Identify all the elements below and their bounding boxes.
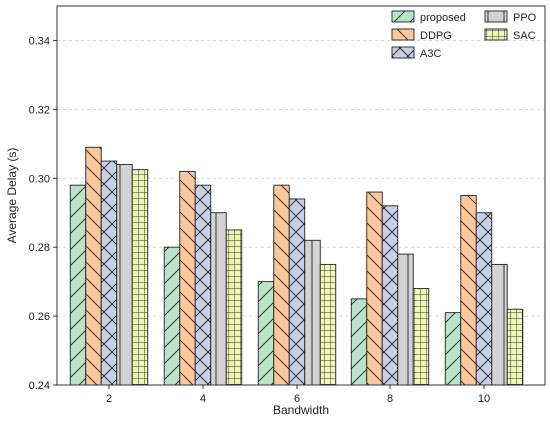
- bar-SAC-2: [131, 169, 149, 386]
- bar-PPO-8: [397, 253, 414, 386]
- bar-PPO-4: [210, 212, 227, 386]
- legend-swatch-proposed: [391, 10, 415, 23]
- x-tick-label: 10: [478, 393, 490, 405]
- bar-A3C-4: [194, 184, 212, 386]
- legend: proposed DDPG A3C PPO SAC: [391, 10, 537, 60]
- bar-A3C-2: [100, 160, 118, 386]
- x-tick-label: 2: [106, 393, 112, 405]
- legend-label-PPO: PPO: [513, 12, 537, 24]
- legend-swatch-PPO: [484, 10, 508, 23]
- bar-A3C-8: [381, 205, 399, 386]
- bar-DDPG-6: [273, 184, 290, 386]
- bar-DDPG-2: [85, 146, 102, 386]
- axes: 0.24 0.26 0.28 0.30 0.32 0.34 2 4 6 8 10: [29, 5, 546, 405]
- legend-label-A3C: A3C: [420, 48, 441, 60]
- bar-PPO-6: [304, 239, 321, 386]
- y-tick-label: 0.30: [29, 173, 50, 185]
- bar-proposed-6: [257, 281, 275, 386]
- bar-A3C-6: [288, 198, 306, 386]
- plot-frame: [56, 5, 546, 386]
- legend-swatch-DDPG: [391, 28, 415, 41]
- bar-proposed-8: [350, 298, 368, 386]
- x-tick-label: 6: [294, 393, 300, 405]
- bar-SAC-8: [412, 288, 430, 386]
- bar-SAC-10: [506, 308, 524, 386]
- bars: [69, 146, 524, 386]
- legend-label-DDPG: DDPG: [420, 30, 452, 42]
- legend-swatch-A3C: [391, 46, 415, 59]
- bar-proposed-2: [69, 184, 87, 386]
- x-tick-label: 4: [200, 393, 206, 405]
- y-tick-label: 0.34: [29, 35, 50, 47]
- bar-proposed-10: [444, 312, 462, 386]
- bar-PPO-2: [116, 164, 133, 386]
- legend-label-SAC: SAC: [513, 30, 536, 42]
- x-tick-label: 8: [387, 393, 393, 405]
- bar-SAC-6: [319, 263, 337, 386]
- x-axis-title: Bandwidth: [273, 403, 329, 417]
- y-axis-title: Average Delay (s): [5, 148, 19, 244]
- legend-label-proposed: proposed: [420, 12, 466, 24]
- y-tick-label: 0.32: [29, 104, 50, 116]
- y-tick-label: 0.28: [29, 242, 50, 254]
- bar-DDPG-8: [366, 191, 383, 386]
- y-tick-label: 0.26: [29, 311, 50, 323]
- bar-SAC-4: [225, 229, 243, 386]
- bar-proposed-4: [163, 246, 181, 386]
- bar-DDPG-10: [460, 195, 477, 386]
- y-tick-label: 0.24: [29, 380, 50, 392]
- bar-A3C-10: [475, 212, 493, 386]
- bar-PPO-10: [491, 263, 508, 386]
- legend-swatch-SAC: [484, 28, 508, 41]
- bar-DDPG-4: [179, 170, 196, 386]
